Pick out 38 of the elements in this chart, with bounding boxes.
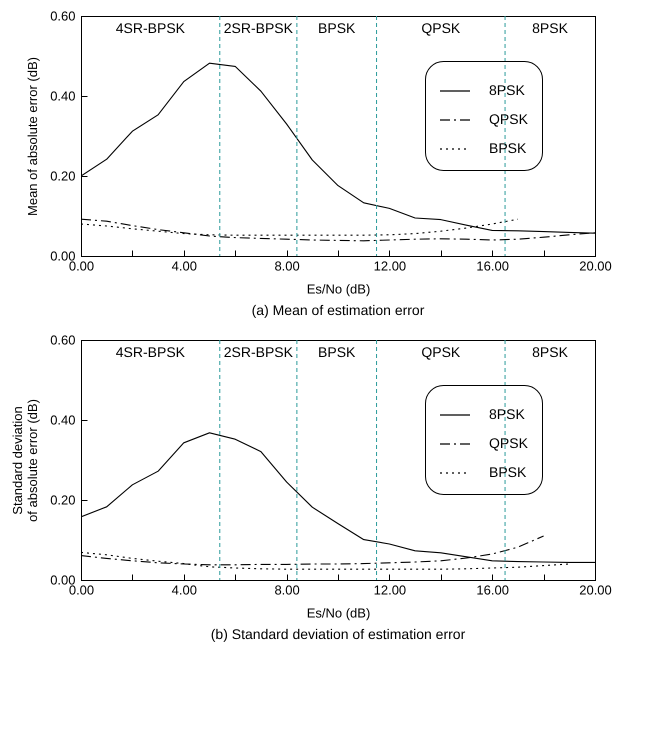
legend-label: 8PSK bbox=[489, 82, 526, 98]
y-tick-label: 0.60 bbox=[50, 8, 76, 24]
y-axis-title: Mean of absolute error (dB) bbox=[25, 57, 40, 216]
x-tick-label: 20.00 bbox=[579, 258, 612, 274]
x-tick-label: 12.00 bbox=[374, 258, 406, 274]
x-tick-label: 8.00 bbox=[274, 582, 300, 598]
text: (a) Mean of estimation error bbox=[252, 302, 425, 318]
annotation: 2SR-BPSK bbox=[224, 20, 294, 36]
annotation: 2SR-BPSK bbox=[224, 344, 294, 360]
annotation: 8PSK bbox=[532, 20, 569, 36]
annotation: 4SR-BPSK bbox=[116, 20, 186, 36]
y-tick-label: 0.40 bbox=[50, 412, 76, 428]
legend-label: QPSK bbox=[489, 435, 529, 451]
annotation: QPSK bbox=[421, 20, 461, 36]
legend-label: QPSK bbox=[489, 111, 529, 127]
x-tick-label: 16.00 bbox=[476, 582, 509, 598]
y-axis-title: Standard deviation of absolute error (dB) bbox=[10, 399, 40, 522]
legend-label: BPSK bbox=[489, 464, 528, 480]
annotation: BPSK bbox=[318, 20, 356, 36]
annotation: 8PSK bbox=[532, 344, 569, 360]
x-tick-label: 4.00 bbox=[172, 258, 197, 274]
legend-label: 8PSK bbox=[489, 406, 526, 422]
x-axis-title: Es/No (dB) bbox=[306, 606, 370, 620]
y-tick-label: 0.60 bbox=[50, 332, 76, 348]
legend-label: BPSK bbox=[489, 140, 528, 156]
x-tick-label: 8.00 bbox=[274, 258, 300, 274]
y-tick-label: 0.20 bbox=[50, 492, 76, 508]
annotation: BPSK bbox=[318, 344, 356, 360]
y-tick-label: 0.40 bbox=[50, 88, 76, 104]
text: (b) Standard deviation of estimation error bbox=[210, 626, 466, 642]
y-tick-label: 0.20 bbox=[50, 168, 76, 184]
x-tick-label: 12.00 bbox=[374, 582, 406, 598]
x-tick-label: 16.00 bbox=[476, 258, 509, 274]
x-axis-title: Es/No (dB) bbox=[306, 282, 370, 296]
annotation: QPSK bbox=[421, 344, 461, 360]
annotation: 4SR-BPSK bbox=[116, 344, 186, 360]
x-tick-label: 20.00 bbox=[579, 582, 612, 598]
x-tick-label: 4.00 bbox=[172, 582, 197, 598]
